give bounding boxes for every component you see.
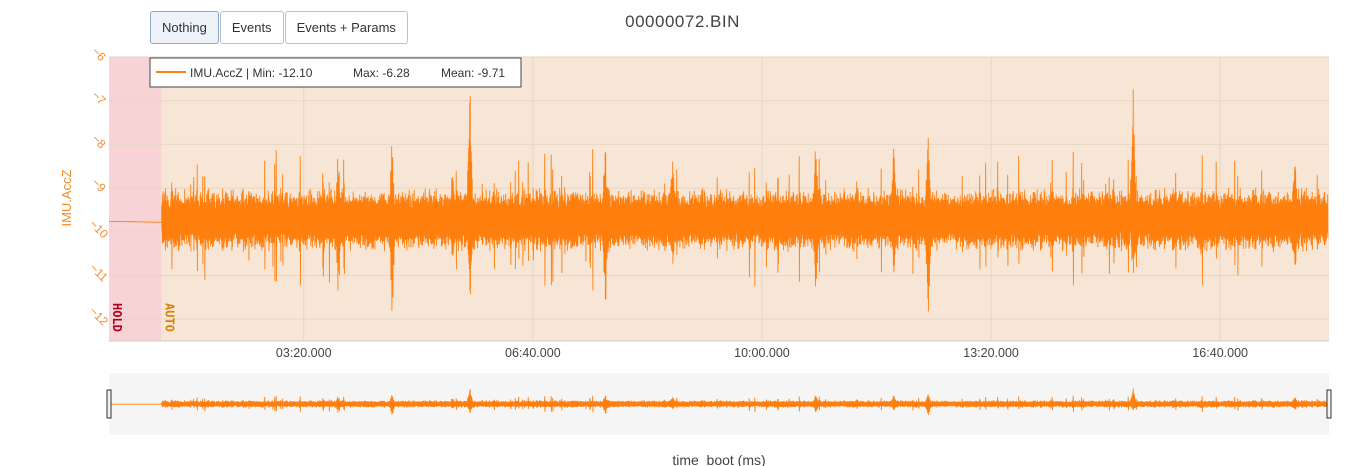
legend-mean-label: Mean: -9.71 (441, 66, 505, 80)
x-axis-label: time_boot (ms) (672, 452, 765, 466)
x-tick-label: 16:40.000 (1192, 346, 1248, 360)
chart-title: 00000072.BIN (0, 12, 1365, 32)
mode-label-auto: AUTO (163, 303, 177, 332)
main-plot-area[interactable]: HOLD AUTO (108, 56, 1330, 342)
x-tick-label: 13:20.000 (963, 346, 1019, 360)
mode-label-hold: HOLD (110, 303, 124, 332)
y-tick-label: −7 (89, 88, 109, 108)
y-tick-label: −11 (87, 261, 111, 285)
legend: IMU.AccZ | Min: -12.10 Max: -6.28 Mean: … (149, 57, 522, 88)
chart-title-text: 00000072.BIN (625, 12, 740, 31)
x-tick-label: 06:40.000 (505, 346, 561, 360)
x-tick-label: 03:20.000 (276, 346, 332, 360)
y-tick-label: −10 (87, 217, 112, 242)
series-line-imu-accz (108, 89, 1329, 312)
y-axis-label: IMU.AccZ (59, 169, 74, 226)
legend-max-label: Max: -6.28 (353, 66, 410, 80)
y-axis-ticks: −6 −7 −8 −9 −10 −11 −12 (87, 44, 112, 328)
legend-box (149, 57, 522, 88)
range-slider-right-handle[interactable] (1326, 389, 1332, 419)
events-button[interactable]: Events (219, 11, 284, 44)
y-tick-label: −9 (89, 175, 109, 195)
x-tick-label: 10:00.000 (734, 346, 790, 360)
nothing-button[interactable]: Nothing (150, 11, 219, 44)
y-tick-label: −12 (87, 304, 112, 329)
legend-series-label: IMU.AccZ | Min: -12.10 (190, 66, 313, 80)
plot-setup-button-group: Nothing Events Events + Params (150, 11, 408, 44)
range-slider-series-line (109, 388, 1329, 415)
y-tick-label: −6 (89, 44, 109, 64)
range-slider-left-handle[interactable] (106, 389, 112, 419)
y-tick-label: −8 (89, 132, 109, 152)
events-params-button[interactable]: Events + Params (284, 11, 408, 44)
range-slider[interactable] (106, 373, 1332, 435)
hold-mode-region (109, 57, 162, 341)
x-axis-ticks: 03:20.000 06:40.000 10:00.000 13:20.000 16:4… (276, 346, 1248, 360)
